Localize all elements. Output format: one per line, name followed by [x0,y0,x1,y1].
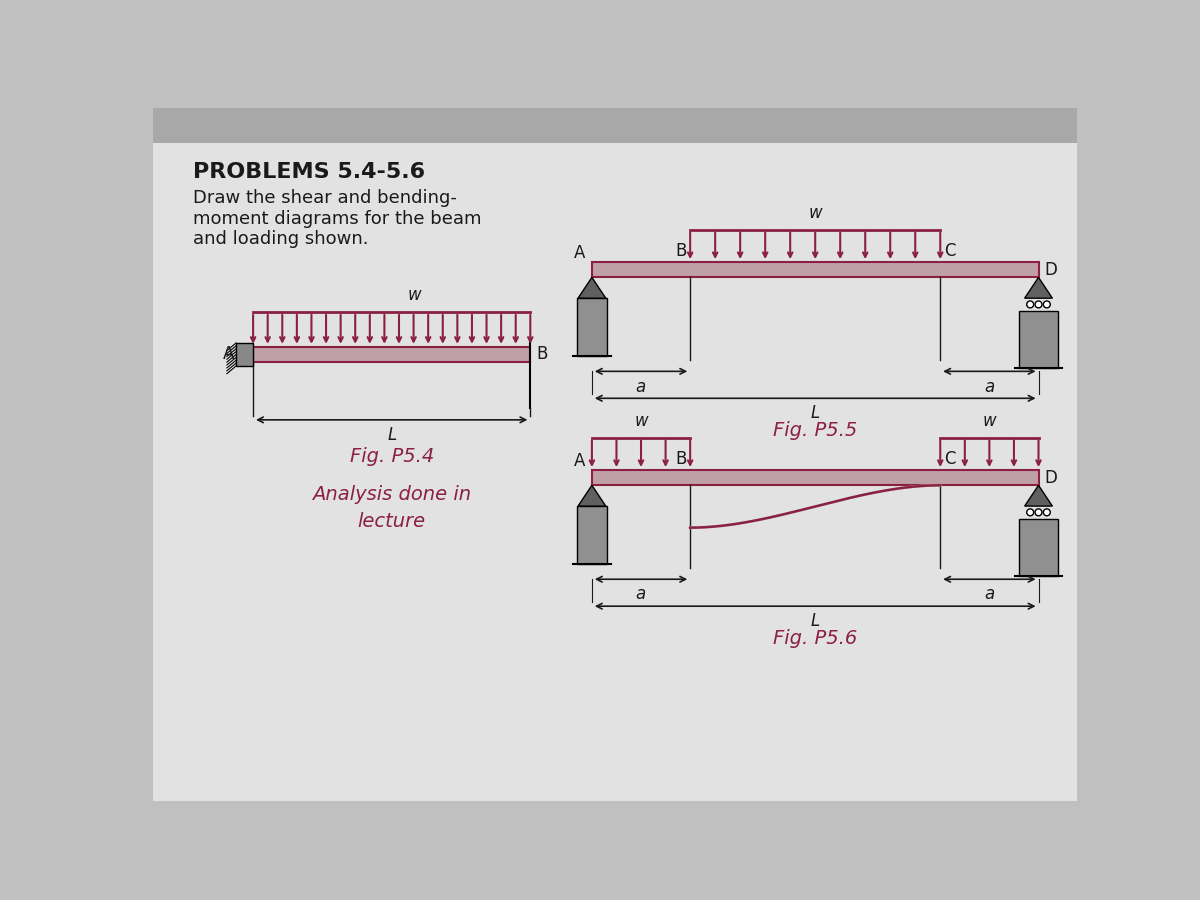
Bar [236,343,253,366]
Text: D: D [1045,469,1057,487]
Text: Fig. P5.6: Fig. P5.6 [773,629,857,648]
Bar [577,506,607,563]
Circle shape [1036,301,1042,308]
Text: $a$: $a$ [636,585,647,603]
Bar [1019,518,1058,576]
Text: A: A [575,244,586,262]
Polygon shape [1025,485,1052,506]
Text: PROBLEMS 5.4-5.6: PROBLEMS 5.4-5.6 [193,162,425,182]
Circle shape [1043,301,1050,308]
Polygon shape [578,277,606,298]
Polygon shape [1025,277,1052,298]
Bar [253,346,530,362]
Text: Draw the shear and bending-: Draw the shear and bending- [193,189,457,207]
Text: moment diagrams for the beam: moment diagrams for the beam [193,210,481,228]
Text: $L$: $L$ [386,426,397,444]
Circle shape [1027,301,1033,308]
Text: C: C [944,450,955,468]
Text: Fig. P5.4: Fig. P5.4 [349,446,434,466]
Circle shape [1043,508,1050,516]
Circle shape [1036,508,1042,516]
Text: Analysis done in: Analysis done in [312,485,472,504]
Bar [154,108,1078,142]
Text: w: w [635,412,648,430]
Text: B: B [674,242,686,260]
Bar [592,470,1038,485]
Text: D: D [1045,261,1057,279]
Text: C: C [944,242,955,260]
Text: Fig. P5.5: Fig. P5.5 [773,421,857,440]
Text: $L$: $L$ [810,612,821,630]
Text: $a$: $a$ [636,377,647,395]
Bar [1019,310,1058,368]
Text: and loading shown.: and loading shown. [193,230,368,248]
Bar [592,262,1038,277]
Polygon shape [578,485,606,506]
Text: w: w [983,412,996,430]
Text: w: w [408,286,421,304]
Text: A: A [222,346,234,364]
Text: lecture: lecture [358,512,426,531]
Circle shape [1027,508,1033,516]
Text: B: B [536,346,548,364]
Text: w: w [809,204,822,222]
Text: $a$: $a$ [984,585,995,603]
Text: $a$: $a$ [984,377,995,395]
Text: A: A [575,452,586,470]
Bar [577,298,607,356]
Text: B: B [674,450,686,468]
Text: $L$: $L$ [810,404,821,422]
